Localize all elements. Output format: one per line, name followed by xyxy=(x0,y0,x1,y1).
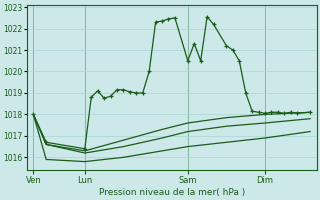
X-axis label: Pression niveau de la mer( hPa ): Pression niveau de la mer( hPa ) xyxy=(99,188,245,197)
